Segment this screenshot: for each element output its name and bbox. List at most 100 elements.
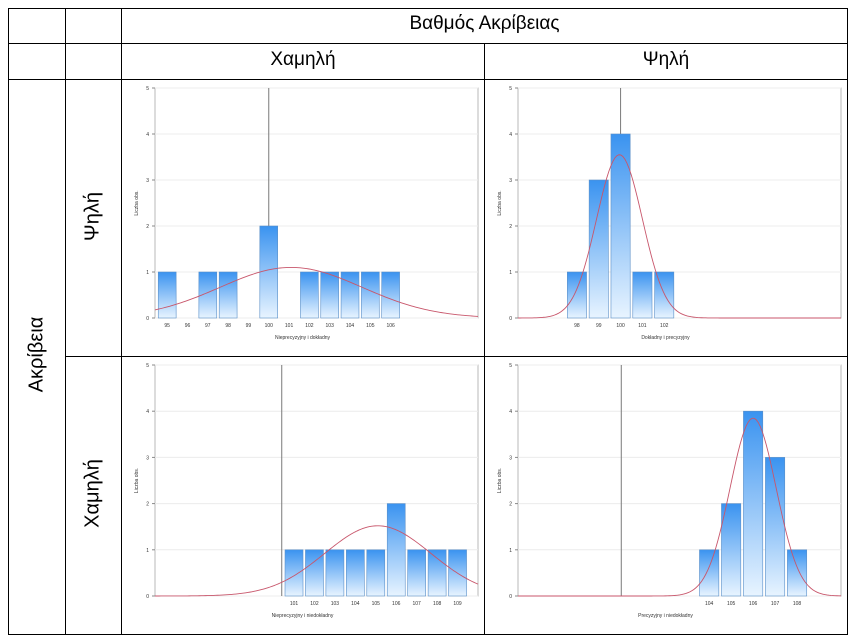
- histogram-bar: [386, 503, 406, 597]
- normal-curve: [518, 417, 842, 597]
- histogram-bar: [320, 271, 339, 319]
- table-border: [8, 8, 848, 9]
- x-tick-label: 102: [305, 323, 314, 329]
- table-border: [484, 43, 485, 635]
- y-tick-label: 1: [509, 548, 512, 554]
- histogram-bar: [198, 271, 218, 319]
- x-tick-label: 103: [326, 323, 335, 329]
- x-tick-label: 96: [185, 323, 191, 329]
- x-tick-label: 106: [749, 601, 758, 607]
- y-tick-label: 0: [509, 316, 512, 322]
- table-border: [8, 79, 848, 80]
- histogram-bar: [632, 271, 653, 319]
- y-tick-label: 3: [509, 178, 512, 184]
- y-tick-label: 5: [146, 363, 149, 369]
- y-tick-label: 0: [509, 594, 512, 600]
- x-tick-label: 106: [392, 601, 401, 607]
- histogram-high-precision-high-accuracy: 0 1 2 3 4 5 Liczba obs. 98 99 100 101 102 Dokładny i…: [497, 86, 842, 341]
- normal-curve: [154, 266, 479, 317]
- y-tick-label: 3: [509, 455, 512, 461]
- y-tick-label: 4: [509, 409, 512, 415]
- y-tick-label: 1: [146, 548, 149, 554]
- y-axis-label: Liczba obs.: [134, 190, 140, 215]
- histogram-bar: [427, 549, 447, 597]
- y-tick-label: 2: [509, 224, 512, 230]
- x-tick-label: 108: [433, 601, 442, 607]
- histogram-bar: [325, 549, 345, 597]
- histogram-bar: [381, 271, 400, 319]
- table-border: [65, 356, 848, 357]
- x-tick-label: 106: [386, 323, 395, 329]
- x-axis-label: Nieprecyzyjny i dokładny: [275, 335, 331, 341]
- histogram-bar: [654, 271, 675, 319]
- x-tick-label: 107: [412, 601, 421, 607]
- histogram-bar: [157, 271, 177, 319]
- y-tick-label: 3: [146, 455, 149, 461]
- y-tick-label: 4: [146, 132, 149, 138]
- y-axis-label: Liczba obs.: [497, 190, 503, 215]
- histogram-bar: [366, 549, 386, 597]
- histogram-bar: [284, 549, 304, 597]
- header-accuracy-degree: Βαθμός Ακρίβειας: [409, 13, 560, 34]
- histogram-high-precision-low-accuracy: 0 1 2 3 4 5 Liczba obs. 95 96 97 98 99 100 101 102 103 1…: [134, 86, 479, 341]
- histogram-bar: [567, 271, 587, 319]
- x-axis-label: Precyzyjny i niedokładny: [638, 613, 693, 619]
- y-tick-label: 0: [146, 594, 149, 600]
- histogram-bar: [699, 549, 720, 597]
- x-tick-label: 105: [372, 601, 381, 607]
- plot-area: [517, 87, 842, 319]
- x-tick-label: 101: [290, 601, 299, 607]
- x-tick-label: 103: [331, 601, 340, 607]
- histogram-low-precision-high-accuracy: 0 1 2 3 4 5 Liczba obs. 104 105 106 107 108 Precyzyj…: [497, 363, 842, 619]
- x-tick-label: 108: [793, 601, 802, 607]
- y-axis-label: Liczba obs.: [497, 468, 503, 493]
- histogram-bar: [218, 271, 238, 319]
- y-tick-label: 0: [146, 316, 149, 322]
- header-low: Χαμηλή: [270, 49, 336, 70]
- table-border: [8, 634, 848, 635]
- x-tick-label: 107: [771, 601, 780, 607]
- x-tick-label: 102: [310, 601, 319, 607]
- x-tick-label: 100: [616, 323, 625, 329]
- header-high: Ψηλή: [642, 49, 690, 70]
- x-tick-label: 99: [246, 323, 252, 329]
- table-border: [847, 8, 848, 635]
- y-tick-label: 5: [509, 363, 512, 369]
- x-tick-label: 104: [351, 601, 360, 607]
- x-axis-label: Dokładny i precyzyjny: [641, 335, 690, 341]
- row-label-accuracy: Ακρίβεια: [25, 316, 48, 393]
- row-label-high: Ψηλή: [81, 192, 104, 241]
- comparison-table: Βαθμός Ακρίβειας Χαμηλή Ψηλή Ακρίβεια Ψη…: [8, 8, 848, 635]
- y-tick-label: 2: [146, 224, 149, 230]
- y-tick-label: 5: [509, 86, 512, 92]
- histogram-bar: [787, 549, 808, 597]
- histogram-bar: [361, 271, 380, 319]
- histogram-bar: [305, 549, 324, 597]
- x-tick-label: 101: [638, 323, 647, 329]
- x-tick-label: 105: [366, 323, 375, 329]
- row-label-low: Χαμηλή: [81, 459, 104, 528]
- table-border: [8, 43, 848, 44]
- x-tick-label: 109: [453, 601, 462, 607]
- x-tick-label: 98: [574, 323, 580, 329]
- x-tick-label: 101: [285, 323, 294, 329]
- y-tick-label: 1: [146, 270, 149, 276]
- y-tick-label: 1: [509, 270, 512, 276]
- histogram-bar: [346, 549, 365, 597]
- histogram-bar: [743, 410, 764, 597]
- y-axis-label: Liczba obs.: [134, 468, 140, 493]
- y-tick-label: 2: [509, 502, 512, 508]
- table-border: [65, 8, 66, 635]
- x-tick-label: 104: [705, 601, 714, 607]
- table-border: [121, 8, 122, 635]
- y-tick-label: 4: [146, 409, 149, 415]
- histogram-bar: [588, 179, 609, 319]
- x-tick-label: 99: [596, 323, 602, 329]
- table-border: [8, 8, 9, 635]
- y-tick-label: 4: [509, 132, 512, 138]
- histogram-low-precision-low-accuracy: 0 1 2 3 4 5 Liczba obs. 101 102 103 104 105 106 107 10…: [134, 363, 479, 619]
- histogram-bar: [340, 271, 360, 319]
- histogram-bar: [407, 549, 426, 597]
- x-axis-label: Nieprecyzyjny i niedokładny: [272, 613, 334, 619]
- x-tick-label: 98: [225, 323, 231, 329]
